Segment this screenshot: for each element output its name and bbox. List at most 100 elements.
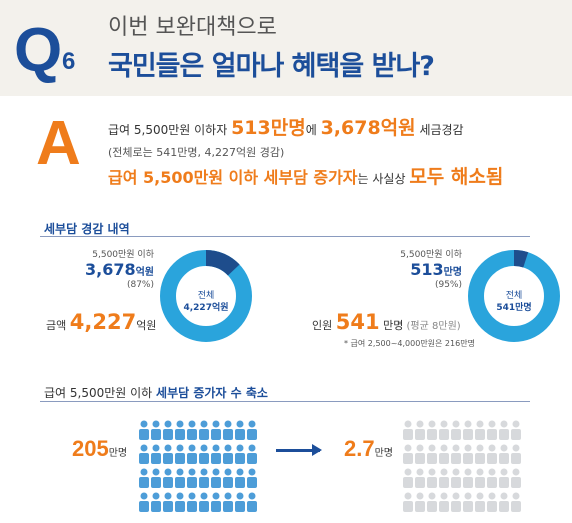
after-count-unit: 만명 [374,448,393,459]
person-icon [475,468,485,488]
person-icon [415,492,425,512]
person-icon [439,492,449,512]
person-icon [403,444,413,464]
donut-chart-amount [160,250,252,342]
person-icon [175,444,185,464]
right-total-prefix: 인원 [312,319,336,332]
person-icon [199,444,209,464]
person-icon [139,492,149,512]
person-icon [211,468,221,488]
person-icon [163,420,173,440]
person-icon [451,420,461,440]
person-icon [511,444,521,464]
left-donut-center-value: 4,227억원 [183,303,229,313]
answer-line-1: 급여 5,500만원 이하자 513만명에 3,678억원 세금경감 [108,114,464,144]
before-count-value: 205 [72,436,109,461]
person-icon [247,444,257,464]
answer-line-2: (전체로는 541만명, 4,227억원 경감) [108,146,285,159]
right-total-value: 541 [335,310,380,334]
answer-letter: A [36,109,81,178]
person-icon [463,492,473,512]
person-icon [463,444,473,464]
person-icon [499,420,509,440]
person-icon [151,420,161,440]
person-icon [511,468,521,488]
person-icon [415,468,425,488]
person-icon [211,420,221,440]
person-icon [487,468,497,488]
amount-donut-remainder-segment [160,250,252,342]
person-icon [175,492,185,512]
person-icon [403,468,413,488]
section-reduction-title-bold: 세부담 증가자 수 축소 [156,386,268,400]
right-donut-center-label: 전체 541만명 [486,290,542,314]
person-icon [451,468,461,488]
left-total-prefix: 금액 [46,319,70,332]
person-icon [187,444,197,464]
person-icon [487,492,497,512]
person-icon [223,492,233,512]
left-donut-center-label: 전체 4,227억원 [178,290,234,314]
person-icon [403,420,413,440]
before-count: 205만명 [72,436,127,462]
person-icon [499,444,509,464]
person-icon [511,420,521,440]
person-icon [235,492,245,512]
person-icon [151,468,161,488]
person-icon [175,468,185,488]
answer-line-3-conclusion: 모두 해소됨 [409,166,504,188]
person-icon [415,444,425,464]
answer-line-3-highlight: 급여 5,500만원 이하 세부담 증가자 [108,168,358,187]
right-total-unit: 만명 [379,319,404,332]
person-icon [463,468,473,488]
answer-line-3-text: 는 사실상 [357,172,410,186]
person-icon [187,468,197,488]
person-icon [499,468,509,488]
answer-amount-highlight: 3,678억원 [320,117,416,139]
person-icon [247,492,257,512]
people-grid-before [139,420,257,512]
before-count-unit: 만명 [108,448,128,459]
person-icon [223,444,233,464]
person-icon [151,444,161,464]
person-icon [475,420,485,440]
people-grid-after [403,420,521,512]
person-icon [139,444,149,464]
right-donut-center-value: 541만명 [496,303,532,313]
answer-people-highlight: 513만명 [231,117,306,139]
after-count: 2.7만명 [344,436,393,462]
person-icon [199,420,209,440]
person-icon [223,468,233,488]
question-letter: Q [14,16,62,85]
person-icon [451,492,461,512]
person-icon [415,420,425,440]
question-number: 6 [62,48,76,75]
person-icon [139,468,149,488]
person-icon [235,444,245,464]
person-icon [403,492,413,512]
person-icon [427,492,437,512]
person-icon [511,492,521,512]
section-reduction-title-plain: 급여 5,500만원 이하 [44,386,157,400]
right-total: 인원 541 만명 (평균 8만원) [312,310,461,334]
person-icon [439,468,449,488]
donut-chart-people [468,250,560,342]
left-total: 금액 4,227억원 [46,310,156,334]
answer-line-1-text: 급여 5,500만원 이하자 [108,123,232,137]
person-icon [211,444,221,464]
right-donut-center-top: 전체 [505,291,523,301]
right-footnote: * 급여 2,500~4,000만원은 216만명 [344,339,475,348]
section-divider [40,236,530,237]
section-divider-2 [40,401,530,402]
person-icon [475,492,485,512]
person-icon [211,492,221,512]
after-count-value: 2.7 [344,436,375,461]
person-icon [139,420,149,440]
person-icon [199,468,209,488]
person-icon [427,420,437,440]
answer-line-1-tail: 세금경감 [415,123,464,137]
person-icon [235,468,245,488]
person-icon [439,420,449,440]
person-icon [247,468,257,488]
left-caption-percent: (87%) [126,280,154,290]
